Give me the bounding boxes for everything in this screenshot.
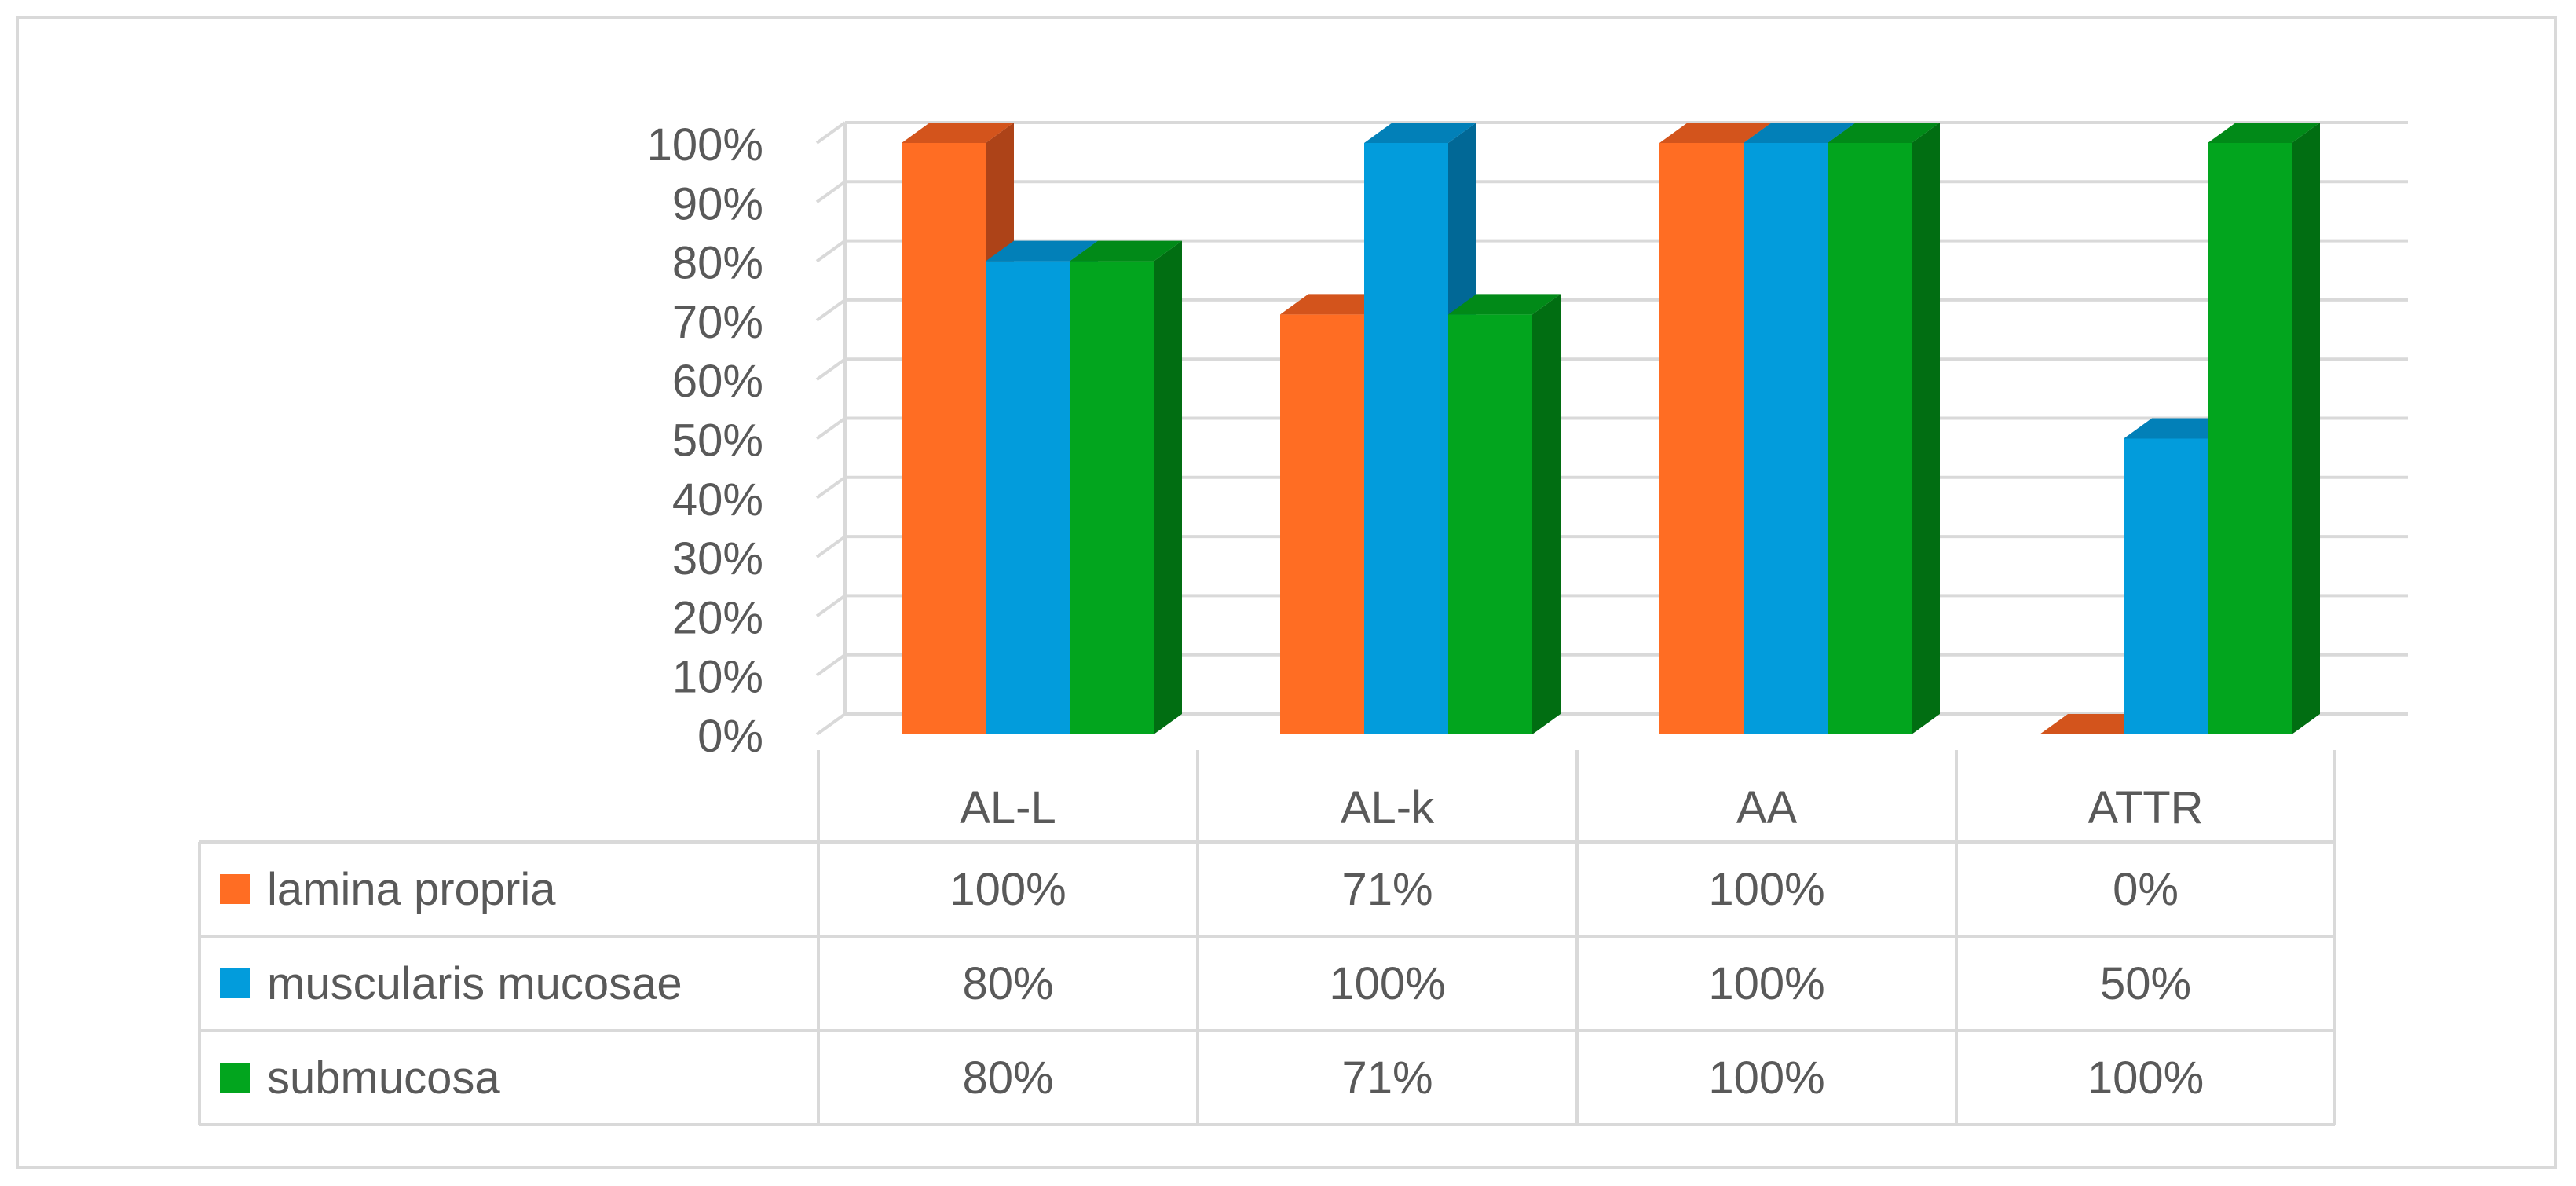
series-name: submucosa [267, 1052, 500, 1104]
gridline-depth [815, 298, 847, 322]
y-tick-label: 50% [672, 415, 763, 467]
bar-top [986, 240, 1098, 262]
category-label: AA [1736, 782, 1798, 833]
gridline-depth [815, 416, 847, 441]
bar-top [1828, 123, 1940, 143]
bar-front-muscularis-mucosae [1364, 143, 1448, 734]
table-value: 0% [2113, 864, 2179, 915]
bar-front-lamina-propria [902, 143, 986, 734]
y-tick-label: 90% [672, 178, 763, 229]
bar-front-muscularis-mucosae [986, 261, 1070, 735]
bar-front-submucosa [2208, 143, 2292, 734]
table-value: 71% [1341, 1052, 1433, 1104]
table-value: 50% [2100, 958, 2191, 1009]
table-value: 80% [962, 1052, 1053, 1104]
gridline-depth [815, 653, 847, 677]
bar-top [1364, 123, 1476, 143]
legend-key [220, 1063, 250, 1093]
gridline-depth [815, 239, 847, 263]
gridline-depth [815, 357, 847, 381]
y-axis-tick-labels: 0% 10% 20% 30% 40% 50% 60% 70% 80% 90% 100% [647, 119, 763, 762]
table-value: 100% [950, 864, 1066, 915]
gridline-depth [815, 476, 847, 500]
y-tick-label: 30% [672, 533, 763, 584]
table-value: 100% [1708, 864, 1824, 915]
y-tick-label: 10% [672, 652, 763, 703]
gridline-depth [815, 594, 847, 618]
table-value: 71% [1341, 864, 1433, 915]
table-value: 80% [962, 958, 1053, 1009]
bar-front-submucosa [1070, 261, 1154, 735]
y-tick-label: 60% [672, 356, 763, 407]
category-label: AL-k [1341, 782, 1435, 833]
table-value: 100% [1329, 958, 1445, 1009]
bar-side [2292, 123, 2320, 734]
y-tick-label: 80% [672, 238, 763, 289]
bar-top [1659, 123, 1772, 143]
table-value: 100% [2088, 1052, 2204, 1104]
chart-frame [16, 16, 2557, 1169]
category-label: ATTR [2088, 782, 2203, 833]
legend-key [220, 874, 250, 904]
gridline-depth [815, 180, 847, 203]
bar-front-submucosa [1828, 143, 1912, 734]
y-tick-label: 40% [672, 474, 763, 525]
gridline-depth [815, 712, 847, 736]
bar-side [1532, 294, 1561, 734]
y-tick-label: 100% [647, 119, 763, 170]
bar-top [902, 123, 1014, 143]
bar-top [1070, 240, 1182, 262]
bar-top [1744, 123, 1856, 143]
gridline-depth [815, 121, 847, 145]
bar-front-lamina-propria [1659, 143, 1744, 734]
y-tick-label: 70% [672, 297, 763, 348]
bar-side [1912, 123, 1940, 734]
bar-top [1448, 294, 1561, 315]
series-name: lamina propria [267, 864, 556, 915]
bar-front-muscularis-mucosae [1744, 143, 1828, 734]
series-name: muscularis mucosae [267, 958, 682, 1009]
table-value: 100% [1708, 1052, 1824, 1104]
gridline-depth [815, 535, 847, 558]
bar-front-submucosa [1448, 314, 1532, 734]
y-tick-label: 0% [697, 711, 763, 762]
legend-key [220, 968, 250, 998]
bars [902, 123, 2320, 735]
bar-top [2208, 123, 2320, 143]
data-table: AL-L AL-k AA ATTR lamina propria 100% 71% 100% 0… [198, 750, 2336, 1126]
bar-front-muscularis-mucosae [2124, 438, 2208, 734]
y-tick-label: 20% [672, 592, 763, 643]
category-label: AL-L [960, 782, 1056, 833]
bar-front-lamina-propria [1280, 314, 1364, 734]
table-value: 100% [1708, 958, 1824, 1009]
bar-side [1154, 240, 1182, 735]
